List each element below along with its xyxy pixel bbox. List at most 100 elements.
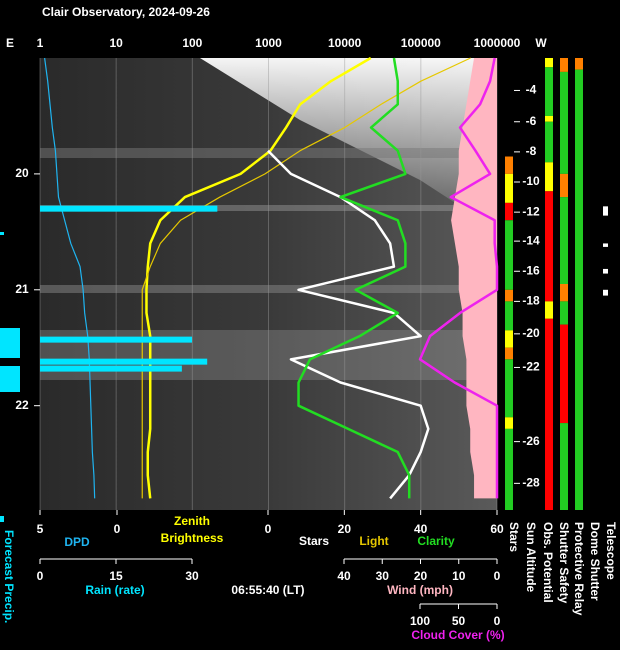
- status-segment: [545, 318, 553, 510]
- column-label: Dome Shutter: [588, 522, 602, 601]
- legend-label: Wind (mph): [387, 583, 453, 597]
- column-label: Telescope: [604, 522, 618, 580]
- east-label: E: [6, 36, 14, 50]
- column-label: Shutter Safety: [557, 522, 571, 604]
- series-line: [145, 56, 372, 499]
- status-segment: [603, 268, 608, 274]
- x-tick-label: 1000000: [474, 36, 521, 50]
- chart-title: Clair Observatory, 2024-09-26: [42, 5, 210, 19]
- legend-label: Light: [359, 534, 388, 548]
- status-segment: [560, 301, 568, 325]
- x-tick-label: 30: [185, 569, 199, 583]
- x-tick-label: 0: [114, 522, 121, 536]
- status-segment: [505, 173, 513, 203]
- rain-bar: [40, 365, 182, 372]
- legend-label: Rain (rate): [85, 583, 144, 597]
- x-tick-label: 100000: [401, 36, 441, 50]
- rain-bar: [40, 205, 218, 212]
- x-tick-label: 5: [37, 522, 44, 536]
- y2-tick-label: -6: [526, 114, 537, 128]
- y2-tick-label: -26: [522, 434, 540, 448]
- forecast-precip-bars: [0, 232, 20, 522]
- y2-tick-label: -14: [522, 233, 540, 247]
- status-segment: [560, 423, 568, 510]
- x-tick-label: 40: [337, 569, 351, 583]
- x-tick-label: 20: [338, 522, 352, 536]
- x-tick-label: 1: [37, 36, 44, 50]
- x-tick-label: 100: [182, 36, 202, 50]
- status-segment: [545, 191, 553, 302]
- x-tick-label: 0: [37, 569, 44, 583]
- status-segment: [560, 284, 568, 302]
- y2-tick-label: -20: [522, 326, 540, 340]
- status-segment: [545, 67, 553, 116]
- status-segment: [505, 417, 513, 429]
- y2-tick-label: -28: [522, 476, 540, 490]
- x-tick-label: 15: [109, 569, 123, 583]
- x-tick-label: 30: [376, 569, 390, 583]
- x-tick-label: 100: [410, 614, 430, 628]
- column-label: Protective Relay: [572, 522, 586, 616]
- y-tick-label: 20: [15, 166, 29, 180]
- y2-tick-label: -22: [522, 360, 540, 374]
- status-segment: [505, 301, 513, 331]
- status-segment: [505, 359, 513, 418]
- timestamp: 06:55:40 (LT): [231, 583, 304, 597]
- x-tick-label: 60: [490, 522, 504, 536]
- legend-label: Zenith Brightness: [160, 514, 224, 545]
- series-line: [297, 57, 411, 499]
- y-tick-label: 22: [15, 398, 29, 412]
- y-tick-label: 21: [15, 282, 29, 296]
- y2-tick-label: -10: [522, 174, 540, 188]
- keogram-background: [40, 58, 497, 510]
- x-tick-label: 10: [109, 36, 123, 50]
- status-segment: [575, 58, 583, 70]
- series-line: [44, 57, 96, 499]
- legend-label: Cloud Cover (%): [411, 628, 504, 642]
- status-segment: [603, 243, 608, 247]
- status-segment: [505, 428, 513, 510]
- x-tick-label: 20: [414, 569, 428, 583]
- y2-tick-label: -4: [526, 83, 537, 97]
- y2-tick-label: -12: [522, 204, 540, 218]
- legend-label: DPD: [64, 535, 90, 549]
- x-tick-label: 0: [494, 569, 501, 583]
- x-tick-label: 0: [494, 614, 501, 628]
- rain-bar: [40, 358, 208, 365]
- status-segment: [505, 202, 513, 221]
- axis-label: Sun Altitude: [524, 522, 538, 593]
- status-segment: [505, 156, 513, 174]
- legend-label: Stars: [299, 534, 329, 548]
- forecast-precip-label: Forecast Precip.: [2, 530, 16, 623]
- column-label: Obs. Potential: [541, 522, 555, 603]
- series-line: [141, 57, 471, 499]
- status-segment: [505, 347, 513, 360]
- y2-tick-label: -18: [522, 294, 540, 308]
- west-label: W: [535, 36, 547, 50]
- status-segment: [505, 289, 513, 302]
- status-segment: [545, 115, 553, 122]
- status-segment: [545, 162, 553, 192]
- status-segment: [560, 71, 568, 174]
- status-segment: [545, 58, 553, 68]
- status-segment: [603, 206, 608, 216]
- status-segment: [560, 324, 568, 424]
- column-label: Stars: [507, 522, 521, 552]
- status-segment: [603, 289, 608, 296]
- legend-label: Clarity: [417, 534, 455, 548]
- rain-bar: [40, 336, 192, 343]
- status-segment: [505, 220, 513, 290]
- status-segment: [560, 58, 568, 72]
- x-tick-label: 50: [452, 614, 466, 628]
- y2-tick-label: -16: [522, 263, 540, 277]
- status-segment: [560, 197, 568, 284]
- y2-tick-label: -8: [526, 144, 537, 158]
- x-tick-label: 1000: [255, 36, 282, 50]
- series-line: [267, 149, 430, 500]
- status-segment: [545, 121, 553, 163]
- status-segment: [545, 301, 553, 319]
- status-segment: [575, 69, 583, 510]
- x-tick-label: 0: [265, 522, 272, 536]
